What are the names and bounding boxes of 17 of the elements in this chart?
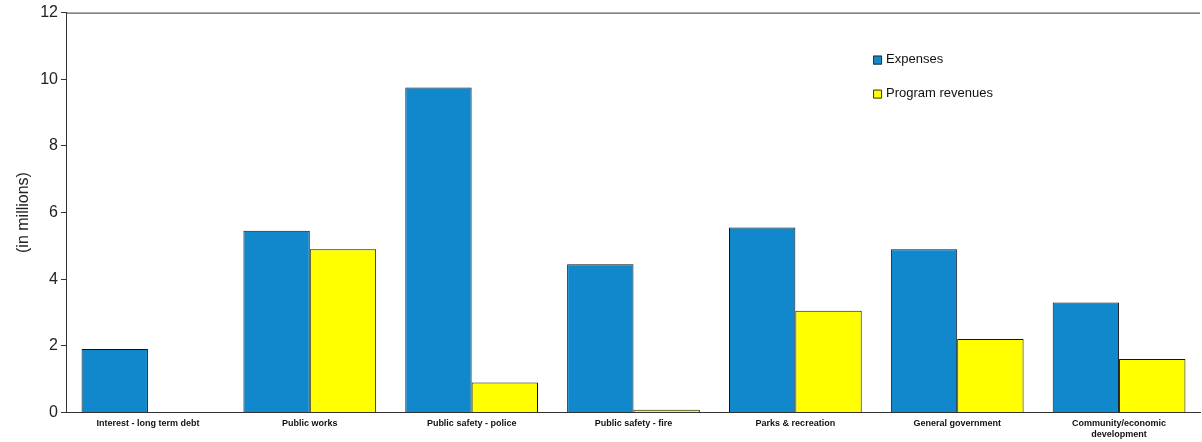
legend-label: Expenses <box>886 51 944 67</box>
y-axis-title: (in millions) <box>14 172 32 253</box>
x-tick-label: Public works <box>282 418 338 429</box>
y-tick-label: 8 <box>49 136 59 154</box>
legend-label: Program revenues <box>886 85 994 101</box>
y-tick-label: 4 <box>49 269 59 287</box>
y-tick-label: 12 <box>40 3 59 21</box>
y-tick-label: 0 <box>49 402 59 420</box>
x-tick-label: Public safety - police <box>426 418 517 429</box>
y-tick-label: 6 <box>49 202 59 220</box>
x-tick-label: General government <box>913 418 1001 429</box>
x-tick-label: Interest - long term debt <box>96 418 200 429</box>
x-tick-label: Community/economic development <box>1072 418 1167 440</box>
y-tick-label: 2 <box>49 336 59 354</box>
y-tick-label: 10 <box>40 69 59 87</box>
x-tick-label: Public safety - fire <box>594 418 673 429</box>
x-tick-label: Parks & recreation <box>755 418 836 429</box>
